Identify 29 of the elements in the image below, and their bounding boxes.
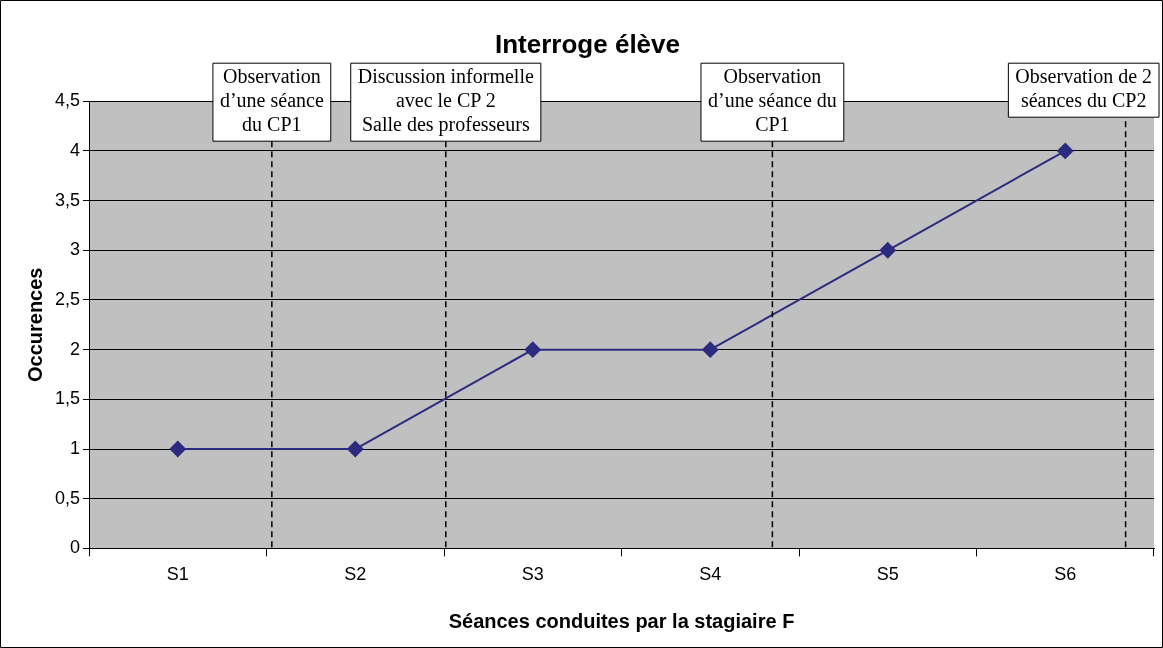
y-tick-label: 1: [70, 437, 81, 458]
x-tick-label: S2: [344, 564, 367, 585]
y-tick-label: 0,5: [54, 487, 81, 508]
y-tick-label: 3,5: [54, 189, 81, 210]
annotation: Observation d’une séance du CP1: [219, 65, 324, 136]
point: [702, 341, 719, 358]
chart-title: Interroge élève: [495, 28, 680, 59]
y-tick-label: 3: [70, 239, 81, 260]
point: [879, 242, 896, 259]
y-tick-label: 2: [70, 338, 81, 359]
y-tick-label: 4: [70, 139, 81, 160]
point: [347, 441, 364, 458]
y-tick-label: 4,5: [54, 90, 81, 111]
point: [1057, 142, 1074, 159]
x-tick-label: S1: [166, 564, 189, 585]
x-axis-title: Séances conduites par la stagiaire F: [448, 609, 795, 632]
y-axis-title: Occurences: [23, 267, 46, 383]
x-tick-label: S3: [521, 564, 544, 585]
annotation: Observation de 2 séances du CP2: [1015, 65, 1152, 112]
x-tick-label: S6: [1054, 564, 1077, 585]
point: [524, 341, 541, 358]
y-tick-label: 0: [70, 537, 81, 558]
point: [169, 441, 186, 458]
annotation: Discussion informelle avec le CP 2 Salle des professeurs: [357, 65, 534, 137]
x-tick-label: S4: [699, 564, 722, 585]
y-tick-label: 2,5: [54, 288, 81, 309]
x-tick-label: S5: [876, 564, 899, 585]
annotation: Observation d’une séance du CP1: [707, 65, 837, 136]
y-tick-label: 1,5: [54, 388, 81, 409]
